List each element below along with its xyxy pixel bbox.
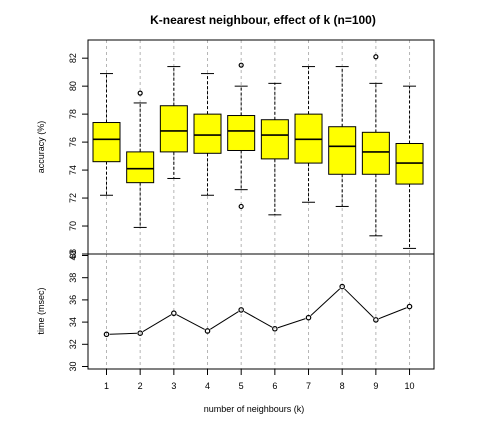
time-line-segment (310, 288, 341, 316)
accuracy-y-tick-label: 82 (68, 53, 78, 63)
x-axis: 1 2 3 4 5 6 7 8 9 10 (104, 369, 415, 391)
time-point (171, 310, 177, 317)
chart-title: K-nearest neighbour, effect of k (n=100) (150, 13, 376, 27)
time-line-segment (344, 288, 374, 318)
x-tick-label: 3 (171, 381, 176, 391)
box-iqr (328, 126, 357, 175)
box-k7 (294, 66, 323, 203)
box-k1 (92, 73, 121, 196)
x-tick-label: 10 (405, 381, 415, 391)
box-iqr (260, 119, 289, 160)
x-tick-label: 4 (205, 381, 210, 391)
box-iqr (159, 105, 188, 153)
accuracy-y-label: accuracy (%) (36, 121, 46, 174)
accuracy-y-tick-label: 68 (68, 249, 78, 259)
time-line-segment (109, 332, 137, 335)
time-y-tick-label: 40 (68, 250, 78, 260)
box-iqr (361, 131, 390, 175)
box-iqr (193, 113, 222, 154)
accuracy-boxplot (92, 54, 424, 249)
x-tick-label: 7 (306, 381, 311, 391)
time-point (373, 317, 379, 323)
accuracy-y-tick-label: 76 (68, 137, 78, 147)
time-line-segment (142, 314, 172, 332)
box-k6 (260, 82, 289, 216)
time-line-segment (176, 314, 205, 330)
box-k9 (361, 54, 390, 237)
box-iqr (227, 115, 256, 151)
time-line-segment (277, 318, 306, 329)
x-tick-label: 1 (104, 381, 109, 391)
x-tick-label: 6 (272, 381, 277, 391)
box-iqr (126, 151, 155, 184)
box-k3 (159, 66, 188, 179)
time-point (204, 328, 211, 334)
accuracy-y-tick-label: 74 (68, 165, 78, 175)
time-point (305, 314, 312, 321)
time-line-segment (243, 311, 273, 328)
time-y-tick-label: 34 (68, 317, 78, 327)
time-y-tick-label: 32 (68, 339, 78, 349)
accuracy-y-axis: 68 70 72 74 76 78 80 82 (68, 53, 88, 259)
time-y-tick-label: 36 (68, 295, 78, 305)
box-k4 (193, 73, 222, 196)
time-point (238, 307, 244, 313)
time-line-segment (378, 307, 407, 320)
x-tick-label: 8 (340, 381, 345, 391)
accuracy-y-tick-label: 70 (68, 221, 78, 231)
x-axis-label: number of neighbours (k) (204, 404, 305, 414)
outlier-point (238, 203, 244, 210)
time-point (103, 331, 110, 338)
bottom-plot-frame (87, 253, 435, 370)
x-tick-label: 2 (138, 381, 143, 391)
outlier-point (373, 54, 379, 60)
box-k8 (328, 66, 357, 207)
box-k10 (395, 85, 424, 249)
time-line-segment (209, 311, 239, 330)
time-y-tick-label: 38 (68, 273, 78, 283)
time-y-label: time (msec) (36, 287, 46, 334)
time-y-tick-label: 30 (68, 361, 78, 371)
time-point (272, 325, 278, 332)
x-tick-label: 5 (239, 381, 244, 391)
accuracy-y-tick-label: 80 (68, 81, 78, 91)
x-tick-label: 9 (373, 381, 378, 391)
box-k5 (227, 62, 256, 210)
accuracy-y-tick-label: 72 (68, 193, 78, 203)
outlier-point (137, 90, 143, 96)
time-point (137, 330, 143, 337)
accuracy-y-tick-label: 78 (68, 109, 78, 119)
time-point (406, 303, 413, 310)
bottom-grid (106, 254, 411, 369)
box-k2 (126, 90, 155, 228)
time-y-axis: 30 32 34 36 38 40 (68, 250, 88, 372)
time-point (339, 283, 345, 290)
outlier-point (238, 62, 244, 68)
box-iqr (92, 122, 121, 163)
time-line-chart (103, 283, 413, 338)
